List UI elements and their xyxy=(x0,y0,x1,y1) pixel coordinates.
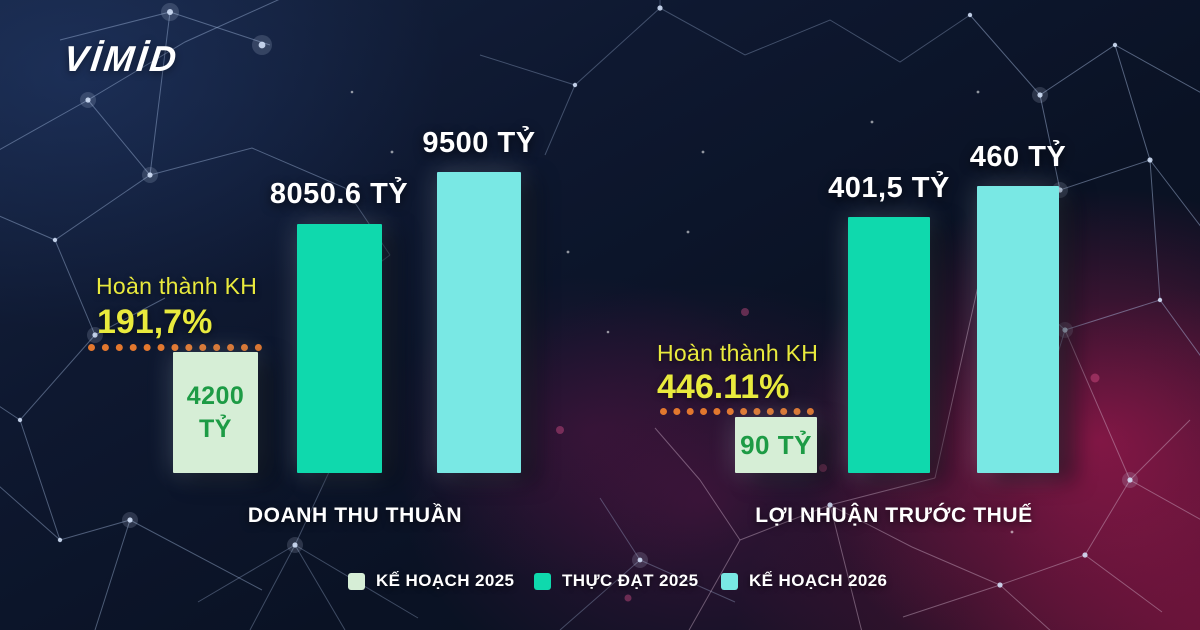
bar-profit-actual-2025-value: 401,5 TỶ xyxy=(828,172,950,204)
bar-label-line: 4200 xyxy=(186,381,245,410)
bar-revenue-plan-2026-value: 9500 TỶ xyxy=(422,127,536,159)
group1-completion-caption: Hoàn thành KH xyxy=(96,273,258,299)
group1-completion-value: 191,7% xyxy=(97,303,213,341)
bar-label-line: TỶ xyxy=(199,414,232,443)
bar-revenue-actual-2025 xyxy=(297,224,382,473)
bar-revenue-plan-2025-label: 4200 TỶ xyxy=(187,380,245,446)
group2-completion-value: 446.11% xyxy=(657,368,790,406)
bar-profit-actual-2025 xyxy=(848,217,930,473)
legend-item-plan-2026: KẾ HOẠCH 2026 xyxy=(721,571,887,591)
bar-profit-plan-2026-value: 460 TỶ xyxy=(969,141,1067,173)
legend-item-actual-2025: THỰC ĐẠT 2025 xyxy=(534,571,698,591)
bar-revenue-plan-2025: 4200 TỶ xyxy=(173,352,258,473)
bar-profit-plan-2025-label: 90 TỶ xyxy=(740,429,812,462)
legend-swatch-plan-2026 xyxy=(721,572,738,590)
legend-label-plan-2025: KẾ HOẠCH 2025 xyxy=(376,571,515,590)
bar-revenue-plan-2026 xyxy=(437,172,521,473)
bar-label-line: 90 TỶ xyxy=(740,429,812,460)
legend-label-actual-2025: THỰC ĐẠT 2025 xyxy=(562,571,699,590)
legend-swatch-plan-2025 xyxy=(348,572,365,590)
bar-profit-plan-2026 xyxy=(977,186,1059,473)
legend-label-plan-2026: KẾ HOẠCH 2026 xyxy=(749,571,888,590)
group1-title: DOANH THU THUẦN xyxy=(247,504,463,527)
legend-item-plan-2025: KẾ HOẠCH 2025 xyxy=(348,571,514,591)
legend-swatch-actual-2025 xyxy=(534,572,551,590)
group2-title: LỢI NHUẬN TRƯỚC THUẾ xyxy=(755,504,1033,527)
group2-completion-caption: Hoàn thành KH xyxy=(657,340,819,366)
bar-revenue-actual-2025-value: 8050.6 TỶ xyxy=(269,178,409,210)
bar-profit-plan-2025: 90 TỶ xyxy=(735,417,817,473)
group2-target-dotted-line xyxy=(660,408,814,415)
group1-target-dotted-line xyxy=(88,344,262,351)
brand-logo: VİMİD xyxy=(61,38,182,79)
